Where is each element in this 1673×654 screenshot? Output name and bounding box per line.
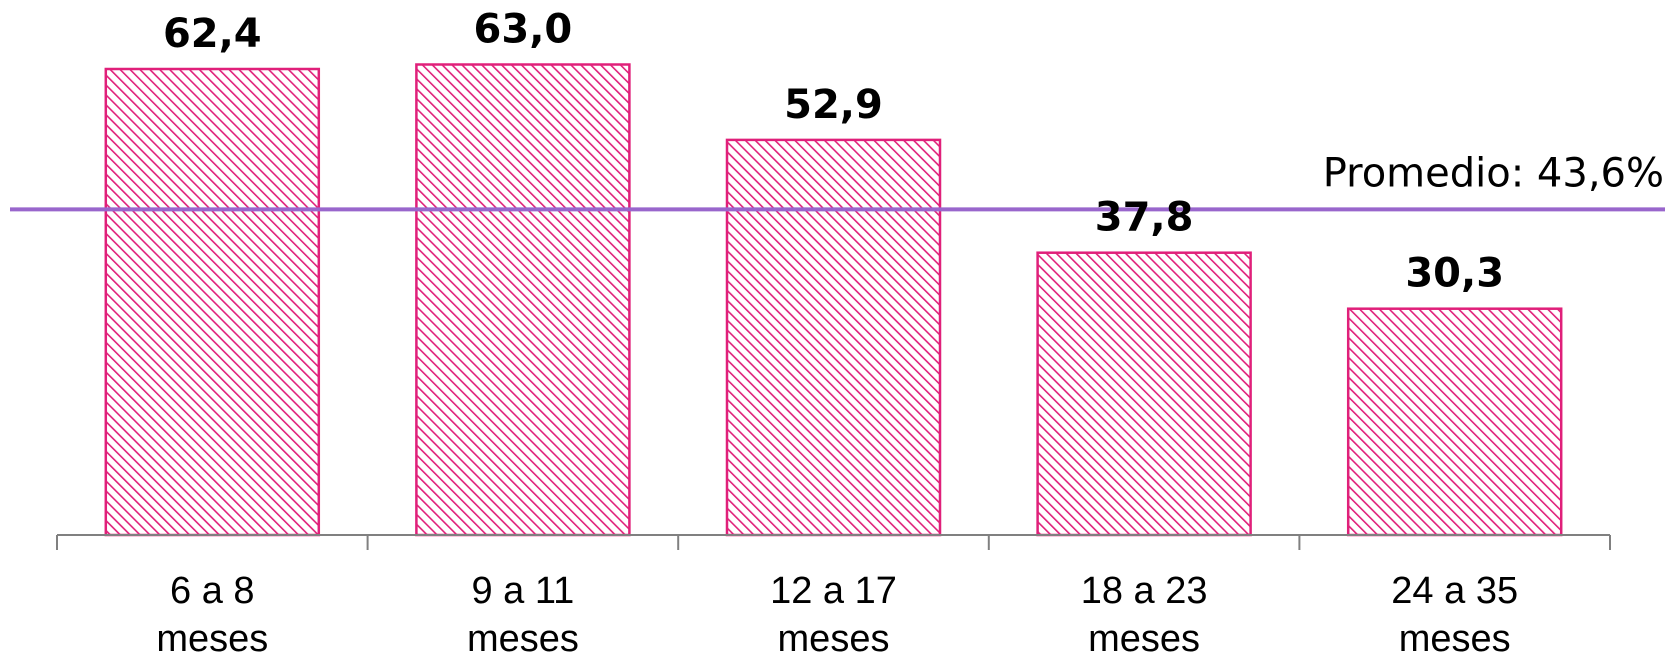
category-label-4-line-1: 18 a 23	[1081, 570, 1208, 612]
bar-4	[1036, 251, 1252, 537]
data-label-1: 62,4	[163, 11, 262, 57]
category-label-4-line-2: meses	[1088, 618, 1200, 654]
data-label-3: 52,9	[784, 82, 883, 128]
category-label-2-line-2: meses	[467, 618, 579, 654]
data-label-2: 63,0	[474, 7, 573, 53]
bar-3	[725, 138, 942, 537]
category-label-2-line-1: 9 a 11	[471, 570, 574, 612]
x-axis	[56, 534, 1611, 550]
category-label-5-line-2: meses	[1399, 618, 1511, 654]
labels-group: 62,4 6 a 8 meses 63,0 9 a 11 meses 52,9 12 a 17…	[156, 7, 1518, 654]
bars-group	[104, 63, 1563, 537]
average-label: Promedio: 43,6%	[1323, 150, 1664, 196]
bar-2	[415, 63, 631, 537]
category-label-3-line-2: meses	[778, 618, 890, 654]
category-label-3-line-1: 12 a 17	[770, 570, 897, 612]
category-label-1-line-2: meses	[156, 618, 268, 654]
data-label-5: 30,3	[1405, 251, 1504, 297]
average-group: Promedio: 43,6%	[10, 150, 1665, 212]
data-label-4: 37,8	[1095, 195, 1194, 241]
bar-5	[1346, 307, 1563, 537]
bar-1	[104, 67, 321, 537]
category-label-5-line-1: 24 a 35	[1391, 570, 1518, 612]
category-label-1-line-1: 6 a 8	[170, 570, 255, 612]
